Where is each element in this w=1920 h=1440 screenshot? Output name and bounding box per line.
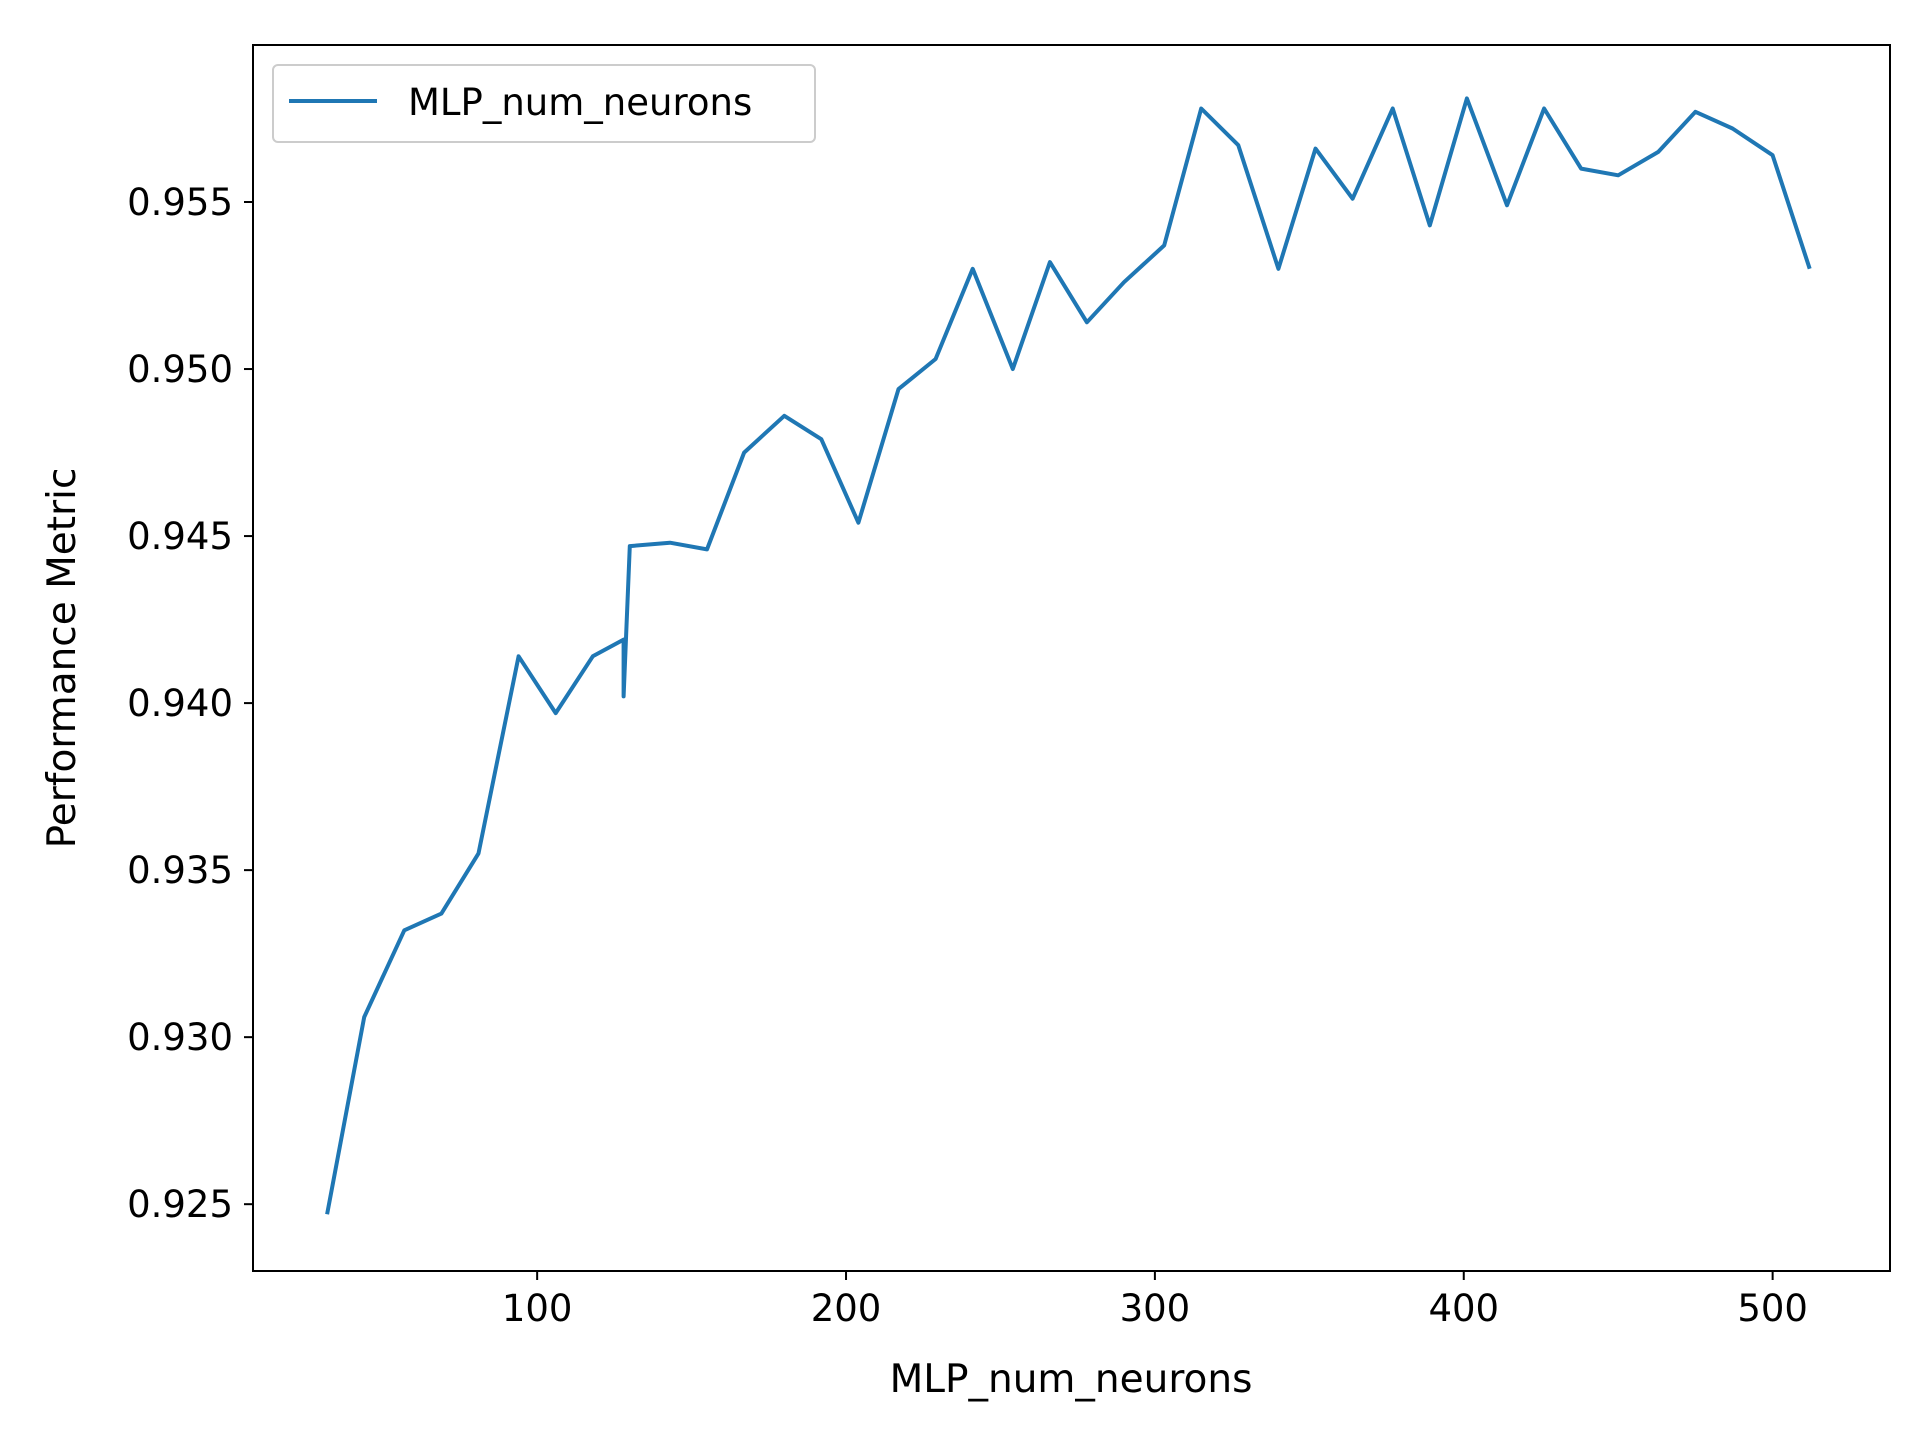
x-tick-label: 500 bbox=[1737, 1287, 1808, 1330]
y-tick-label: 0.945 bbox=[127, 515, 233, 558]
x-tick-label: 200 bbox=[811, 1287, 882, 1330]
series-layer bbox=[325, 96, 1812, 1215]
plot-area bbox=[253, 45, 1890, 1271]
y-tick-label: 0.930 bbox=[127, 1016, 233, 1059]
x-axis-label: MLP_num_neurons bbox=[890, 1357, 1253, 1402]
x-axis-ticks: 100 200 300 400 500 bbox=[502, 1271, 1808, 1330]
legend: MLP_num_neurons bbox=[272, 64, 816, 143]
x-tick-label: 400 bbox=[1428, 1287, 1499, 1330]
legend-label: MLP_num_neurons bbox=[408, 81, 752, 124]
y-axis-ticks: 0.925 0.930 0.935 0.940 0.945 0.950 0.955 bbox=[127, 181, 253, 1226]
y-tick-label: 0.925 bbox=[127, 1183, 233, 1226]
y-axis-label: Performance Metric bbox=[40, 468, 85, 849]
y-tick-label: 0.940 bbox=[127, 682, 233, 725]
y-tick-label: 0.950 bbox=[127, 348, 233, 391]
plot-frame bbox=[252, 44, 1891, 1272]
y-tick-label: 0.935 bbox=[127, 849, 233, 892]
legend-box bbox=[272, 64, 816, 143]
x-tick-label: 300 bbox=[1120, 1287, 1191, 1330]
x-tick-label: 100 bbox=[502, 1287, 573, 1330]
y-tick-label: 0.955 bbox=[127, 181, 233, 224]
series-line bbox=[325, 96, 1812, 1215]
